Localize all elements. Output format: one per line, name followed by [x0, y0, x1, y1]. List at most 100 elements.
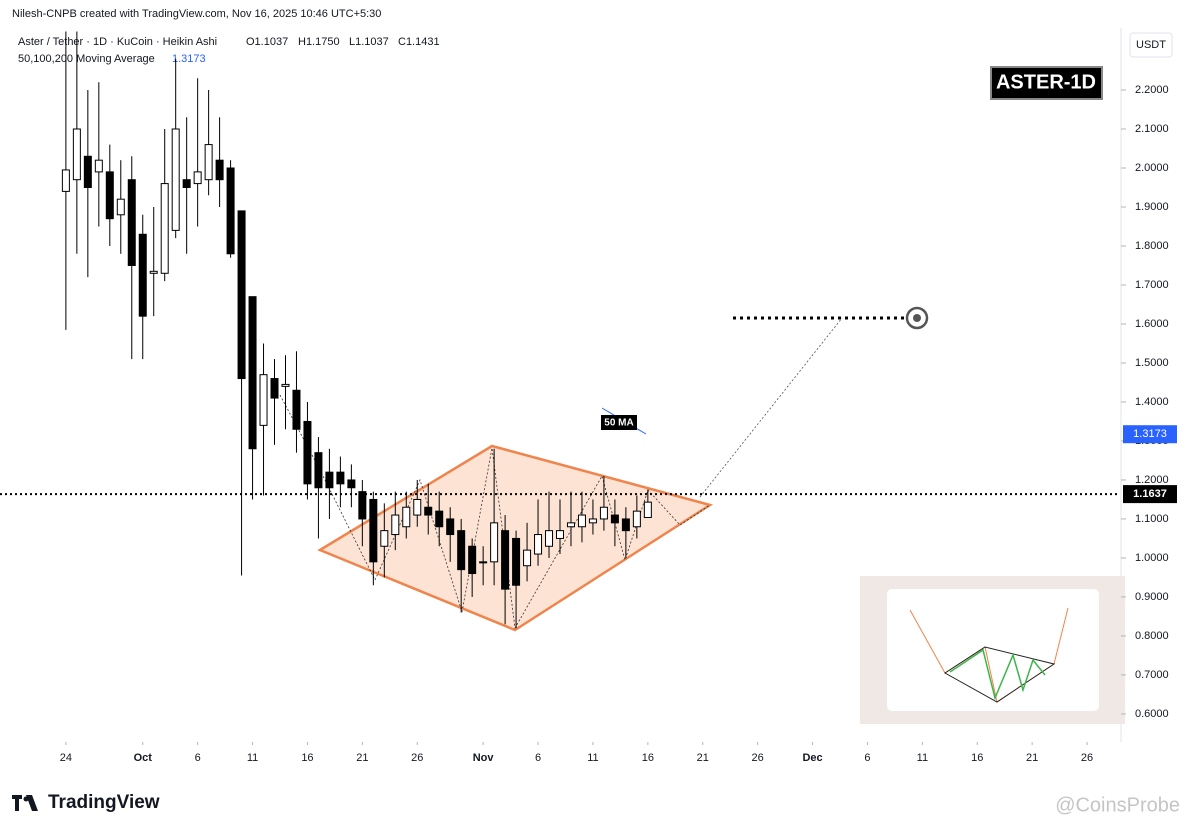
ohlc-close: C1.1431: [398, 36, 440, 48]
candle-body: [479, 561, 488, 564]
inset-zigzag: [949, 648, 1046, 701]
y-tick-label: 1.5000: [1135, 357, 1169, 369]
candle-body: [270, 378, 279, 399]
candle-body: [72, 128, 81, 181]
x-tick-label: Nov: [473, 752, 495, 764]
last-price-box: [1123, 485, 1177, 504]
y-tick-label: 0.9000: [1135, 591, 1169, 603]
candle-body: [402, 506, 411, 528]
candle-body: [281, 383, 290, 387]
candle-body: [556, 530, 564, 539]
candle-body: [457, 530, 466, 571]
candle-body: [204, 144, 213, 181]
x-tick-label: 11: [917, 752, 928, 764]
candle-body: [643, 501, 652, 519]
candle-body: [292, 389, 301, 430]
ma-price-box: [1123, 425, 1177, 444]
candle-body: [501, 530, 510, 590]
candle-body: [490, 522, 499, 563]
target-icon-center: [913, 314, 921, 322]
candle-body: [391, 514, 400, 536]
candle-body: [566, 522, 575, 528]
x-tick-label: 26: [1081, 752, 1093, 764]
ma-tag-box: [601, 415, 637, 430]
ohlc-open: O1.1037: [246, 36, 288, 48]
x-tick-label: 21: [1026, 752, 1038, 764]
inset-card: [887, 589, 1099, 711]
candle-body: [545, 530, 554, 547]
x-tick-label: 26: [752, 752, 764, 764]
candle-body: [248, 296, 257, 450]
candle-body: [336, 471, 345, 485]
candle-body: [237, 210, 246, 380]
candle-body: [94, 159, 103, 173]
y-tick-label: 0.6000: [1135, 708, 1169, 720]
ma-value: 1.3173: [172, 53, 206, 65]
ma-price-label: 1.3173: [1133, 428, 1167, 440]
candle-body: [358, 491, 367, 520]
logo-mark: [12, 795, 38, 811]
currency-box[interactable]: [1129, 32, 1173, 58]
candle-body: [314, 452, 323, 489]
candle-body: [435, 510, 444, 528]
candle-body: [127, 179, 136, 266]
candle-body: [424, 506, 433, 516]
target-icon: [905, 306, 929, 330]
y-tick-label: 0.7000: [1135, 669, 1169, 681]
ohlc-high: H1.1750: [298, 36, 340, 48]
inset-sketch: [909, 607, 1069, 703]
candle-body: [380, 530, 389, 547]
last-price-label: 1.1637: [1133, 488, 1167, 500]
y-tick-label: 1.1000: [1135, 513, 1169, 525]
candle-body: [259, 374, 268, 426]
candle-body: [105, 171, 114, 220]
candle-body: [83, 155, 92, 188]
candle-body: [347, 479, 356, 489]
y-tick-label: 2.1000: [1135, 123, 1169, 135]
symbol-line: Aster / Tether · 1D · KuCoin · Heikin As…: [18, 36, 217, 48]
candle-body: [369, 498, 378, 563]
y-tick-label: 2.2000: [1135, 84, 1169, 96]
candle-body: [226, 167, 235, 255]
candle-body: [523, 549, 532, 567]
candle-body: [446, 518, 455, 536]
candle-body: [61, 169, 70, 192]
y-tick-label: 0.8000: [1135, 630, 1169, 642]
x-tick-label: 6: [195, 752, 201, 764]
candle-body: [610, 514, 619, 524]
x-tick-label: 16: [301, 752, 313, 764]
ma-label: 50,100,200 Moving Average: [18, 53, 155, 65]
candle-body: [215, 159, 224, 181]
candle-body: [621, 518, 630, 532]
candle-body: [413, 498, 422, 516]
candle-body: [182, 179, 191, 188]
candle-body: [193, 171, 202, 185]
x-tick-label: 26: [411, 752, 423, 764]
y-tick-label: 1.7000: [1135, 279, 1169, 291]
currency: USDT: [1136, 39, 1166, 51]
watermark: @CoinsProbe: [1055, 794, 1180, 816]
candle-body: [534, 534, 543, 555]
candle-body: [303, 420, 312, 485]
y-tick-label: 2.0000: [1135, 162, 1169, 174]
candle-body: [632, 510, 641, 528]
y-tick-label: 1.6000: [1135, 318, 1169, 330]
y-tick-label: 1.9000: [1135, 201, 1169, 213]
candle-body: [138, 233, 147, 317]
ma-tag: 50 MA: [604, 418, 633, 429]
created-by: Nilesh-CNPB created with TradingView.com…: [12, 8, 381, 20]
x-tick-label: 21: [356, 752, 368, 764]
inset-diamond: [944, 646, 1056, 703]
candle-body: [577, 514, 586, 528]
x-tick-label: 11: [247, 752, 258, 764]
x-tick-label: 16: [642, 752, 654, 764]
candle-body: [588, 518, 597, 524]
x-tick-label: 6: [535, 752, 541, 764]
x-tick-label: 11: [587, 752, 598, 764]
y-tick-label: 1.2000: [1135, 474, 1169, 486]
candle-body: [325, 471, 334, 489]
candle-body: [160, 183, 169, 274]
candle-body: [468, 545, 477, 575]
candle-body: [171, 128, 180, 231]
